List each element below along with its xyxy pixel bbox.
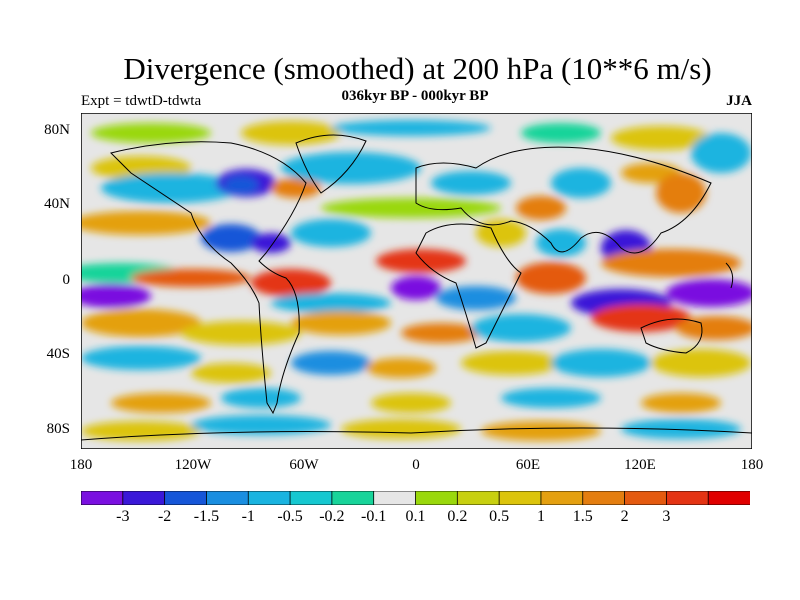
experiment-label: Expt = tdwtD-tdwta	[81, 93, 202, 109]
x-tick-120e: 120E	[624, 457, 656, 473]
colorbar-swatch	[373, 491, 417, 505]
coastlines	[81, 134, 752, 441]
colorbar-swatch	[247, 491, 291, 505]
colorbar-swatch	[331, 491, 375, 505]
y-tick-80N: 80N	[44, 122, 70, 138]
y-tick-0: 0	[62, 272, 71, 288]
colorbar-swatch	[206, 491, 250, 505]
colorbar-label: 0.1	[405, 508, 426, 525]
colorbar-label: -1.5	[193, 508, 220, 525]
colorbar-label: -0.1	[361, 508, 387, 525]
colorbar	[81, 491, 750, 505]
colorbar-swatch	[624, 491, 668, 505]
y-tick-40S: 40S	[46, 346, 70, 362]
colorbar-label: 0.5	[489, 508, 510, 525]
divergence-map	[81, 113, 752, 449]
colorbar-swatch	[415, 491, 459, 505]
x-tick-0: 0	[412, 457, 420, 473]
x-tick-60e: 60E	[515, 457, 541, 473]
colorbar-label: 1	[536, 508, 545, 525]
colorbar-swatch	[122, 491, 166, 505]
colorbar-label: 3	[662, 508, 671, 525]
colorbar-swatch	[81, 491, 124, 505]
map-subtitle: 036kyr BP - 000kyr BP	[341, 88, 489, 104]
colorbar-label: -1	[241, 508, 255, 525]
colorbar-label: 2	[620, 508, 629, 525]
colorbar-swatch	[164, 491, 208, 505]
divergence-field	[81, 120, 752, 441]
x-tick-180w: 180	[69, 457, 93, 473]
colorbar-label: -0.2	[319, 508, 345, 525]
colorbar-swatch	[582, 491, 626, 505]
x-tick-60w: 60W	[289, 457, 319, 473]
colorbar-swatch	[707, 491, 750, 505]
y-tick-80S: 80S	[46, 421, 70, 437]
x-tick-120w: 120W	[174, 457, 212, 473]
colorbar-swatch	[665, 491, 710, 505]
x-tick-180e: 180	[740, 457, 764, 473]
colorbar-label: 0.2	[447, 508, 468, 525]
colorbar-swatch	[498, 491, 542, 505]
colorbar-label: -0.5	[277, 508, 303, 525]
colorbar-label: 1.5	[572, 508, 593, 525]
colorbar-label: -2	[157, 508, 172, 525]
map-title: Divergence (smoothed) at 200 hPa (10**6 …	[123, 51, 712, 86]
colorbar-label: -3	[116, 508, 130, 525]
colorbar-swatch	[289, 491, 333, 505]
y-tick-40N: 40N	[44, 196, 70, 212]
colorbar-swatch	[540, 491, 584, 505]
colorbar-swatch	[456, 491, 501, 505]
season-label: JJA	[726, 93, 752, 109]
